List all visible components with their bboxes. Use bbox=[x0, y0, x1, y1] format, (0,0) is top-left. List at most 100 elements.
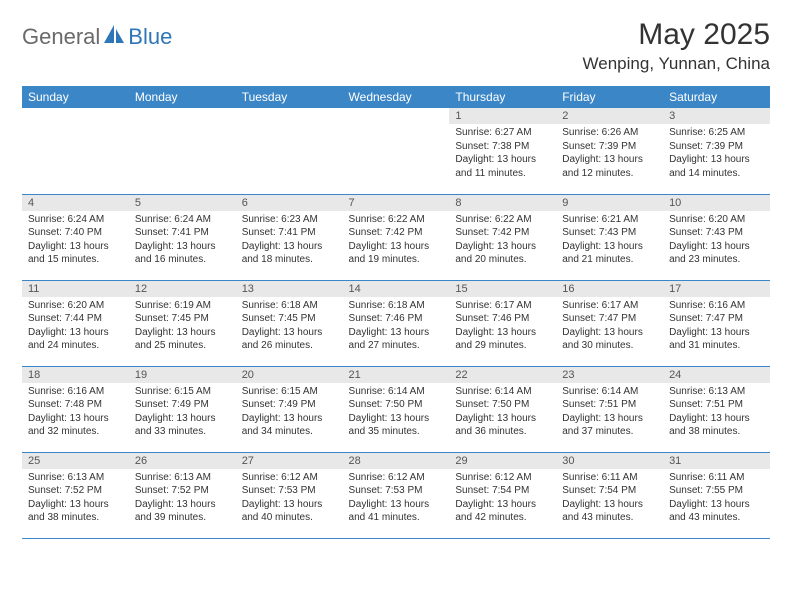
day-number: 27 bbox=[236, 453, 343, 469]
sunrise-line: Sunrise: 6:19 AM bbox=[135, 300, 211, 311]
calendar-row: 1Sunrise: 6:27 AMSunset: 7:38 PMDaylight… bbox=[22, 108, 770, 194]
calendar-cell: 23Sunrise: 6:14 AMSunset: 7:51 PMDayligh… bbox=[556, 366, 663, 452]
sunset-line: Sunset: 7:51 PM bbox=[562, 399, 636, 410]
sunrise-line: Sunrise: 6:20 AM bbox=[669, 214, 745, 225]
logo-text-general: General bbox=[22, 24, 100, 50]
day-details: Sunrise: 6:17 AMSunset: 7:47 PMDaylight:… bbox=[556, 297, 663, 355]
sunrise-line: Sunrise: 6:12 AM bbox=[455, 472, 531, 483]
daylight-line: Daylight: 13 hours and 24 minutes. bbox=[28, 327, 109, 352]
sunrise-line: Sunrise: 6:27 AM bbox=[455, 127, 531, 138]
calendar-cell: 25Sunrise: 6:13 AMSunset: 7:52 PMDayligh… bbox=[22, 452, 129, 538]
day-details: Sunrise: 6:13 AMSunset: 7:51 PMDaylight:… bbox=[663, 383, 770, 441]
day-number: 30 bbox=[556, 453, 663, 469]
day-number-empty bbox=[22, 108, 129, 124]
sunset-line: Sunset: 7:53 PM bbox=[242, 485, 316, 496]
day-number: 11 bbox=[22, 281, 129, 297]
day-number: 3 bbox=[663, 108, 770, 124]
calendar-row: 4Sunrise: 6:24 AMSunset: 7:40 PMDaylight… bbox=[22, 194, 770, 280]
day-number: 4 bbox=[22, 195, 129, 211]
calendar-cell: 3Sunrise: 6:25 AMSunset: 7:39 PMDaylight… bbox=[663, 108, 770, 194]
weekday-header: Sunday bbox=[22, 86, 129, 108]
sunset-line: Sunset: 7:50 PM bbox=[349, 399, 423, 410]
calendar-table: SundayMondayTuesdayWednesdayThursdayFrid… bbox=[22, 86, 770, 539]
day-details: Sunrise: 6:13 AMSunset: 7:52 PMDaylight:… bbox=[129, 469, 236, 527]
calendar-cell: 24Sunrise: 6:13 AMSunset: 7:51 PMDayligh… bbox=[663, 366, 770, 452]
day-number: 29 bbox=[449, 453, 556, 469]
day-details: Sunrise: 6:20 AMSunset: 7:44 PMDaylight:… bbox=[22, 297, 129, 355]
day-number: 12 bbox=[129, 281, 236, 297]
header: General Blue May 2025 Wenping, Yunnan, C… bbox=[22, 18, 770, 74]
weekday-header: Friday bbox=[556, 86, 663, 108]
sunset-line: Sunset: 7:52 PM bbox=[28, 485, 102, 496]
sunrise-line: Sunrise: 6:26 AM bbox=[562, 127, 638, 138]
day-details: Sunrise: 6:18 AMSunset: 7:45 PMDaylight:… bbox=[236, 297, 343, 355]
day-number: 7 bbox=[343, 195, 450, 211]
calendar-cell: 21Sunrise: 6:14 AMSunset: 7:50 PMDayligh… bbox=[343, 366, 450, 452]
weekday-header-row: SundayMondayTuesdayWednesdayThursdayFrid… bbox=[22, 86, 770, 108]
daylight-line: Daylight: 13 hours and 38 minutes. bbox=[28, 499, 109, 524]
sunset-line: Sunset: 7:49 PM bbox=[242, 399, 316, 410]
daylight-line: Daylight: 13 hours and 42 minutes. bbox=[455, 499, 536, 524]
sunset-line: Sunset: 7:48 PM bbox=[28, 399, 102, 410]
sunset-line: Sunset: 7:42 PM bbox=[349, 227, 423, 238]
day-number: 17 bbox=[663, 281, 770, 297]
sunrise-line: Sunrise: 6:23 AM bbox=[242, 214, 318, 225]
sunset-line: Sunset: 7:49 PM bbox=[135, 399, 209, 410]
day-details: Sunrise: 6:12 AMSunset: 7:53 PMDaylight:… bbox=[343, 469, 450, 527]
sunset-line: Sunset: 7:53 PM bbox=[349, 485, 423, 496]
logo: General Blue bbox=[22, 18, 172, 50]
day-details: Sunrise: 6:22 AMSunset: 7:42 PMDaylight:… bbox=[449, 211, 556, 269]
calendar-cell: 18Sunrise: 6:16 AMSunset: 7:48 PMDayligh… bbox=[22, 366, 129, 452]
calendar-cell: 19Sunrise: 6:15 AMSunset: 7:49 PMDayligh… bbox=[129, 366, 236, 452]
sunset-line: Sunset: 7:40 PM bbox=[28, 227, 102, 238]
sunset-line: Sunset: 7:44 PM bbox=[28, 313, 102, 324]
sunrise-line: Sunrise: 6:18 AM bbox=[349, 300, 425, 311]
calendar-cell: 6Sunrise: 6:23 AMSunset: 7:41 PMDaylight… bbox=[236, 194, 343, 280]
calendar-cell bbox=[236, 108, 343, 194]
calendar-cell: 12Sunrise: 6:19 AMSunset: 7:45 PMDayligh… bbox=[129, 280, 236, 366]
sunrise-line: Sunrise: 6:18 AM bbox=[242, 300, 318, 311]
sunrise-line: Sunrise: 6:13 AM bbox=[135, 472, 211, 483]
calendar-cell: 5Sunrise: 6:24 AMSunset: 7:41 PMDaylight… bbox=[129, 194, 236, 280]
month-title: May 2025 bbox=[583, 18, 770, 52]
calendar-body: 1Sunrise: 6:27 AMSunset: 7:38 PMDaylight… bbox=[22, 108, 770, 538]
sunrise-line: Sunrise: 6:16 AM bbox=[28, 386, 104, 397]
weekday-header: Monday bbox=[129, 86, 236, 108]
sunrise-line: Sunrise: 6:21 AM bbox=[562, 214, 638, 225]
weekday-header: Wednesday bbox=[343, 86, 450, 108]
day-details: Sunrise: 6:17 AMSunset: 7:46 PMDaylight:… bbox=[449, 297, 556, 355]
day-number: 18 bbox=[22, 367, 129, 383]
sunset-line: Sunset: 7:45 PM bbox=[242, 313, 316, 324]
sunrise-line: Sunrise: 6:14 AM bbox=[349, 386, 425, 397]
calendar-row: 11Sunrise: 6:20 AMSunset: 7:44 PMDayligh… bbox=[22, 280, 770, 366]
daylight-line: Daylight: 13 hours and 43 minutes. bbox=[562, 499, 643, 524]
sunrise-line: Sunrise: 6:13 AM bbox=[669, 386, 745, 397]
sunset-line: Sunset: 7:52 PM bbox=[135, 485, 209, 496]
calendar-cell: 2Sunrise: 6:26 AMSunset: 7:39 PMDaylight… bbox=[556, 108, 663, 194]
daylight-line: Daylight: 13 hours and 21 minutes. bbox=[562, 241, 643, 266]
calendar-cell: 17Sunrise: 6:16 AMSunset: 7:47 PMDayligh… bbox=[663, 280, 770, 366]
day-details: Sunrise: 6:20 AMSunset: 7:43 PMDaylight:… bbox=[663, 211, 770, 269]
sunrise-line: Sunrise: 6:17 AM bbox=[455, 300, 531, 311]
day-number: 23 bbox=[556, 367, 663, 383]
day-number-empty bbox=[343, 108, 450, 124]
day-number: 9 bbox=[556, 195, 663, 211]
calendar-cell: 14Sunrise: 6:18 AMSunset: 7:46 PMDayligh… bbox=[343, 280, 450, 366]
sunset-line: Sunset: 7:41 PM bbox=[135, 227, 209, 238]
day-details: Sunrise: 6:23 AMSunset: 7:41 PMDaylight:… bbox=[236, 211, 343, 269]
day-number: 15 bbox=[449, 281, 556, 297]
day-details: Sunrise: 6:25 AMSunset: 7:39 PMDaylight:… bbox=[663, 124, 770, 182]
day-details: Sunrise: 6:12 AMSunset: 7:54 PMDaylight:… bbox=[449, 469, 556, 527]
daylight-line: Daylight: 13 hours and 33 minutes. bbox=[135, 413, 216, 438]
sunset-line: Sunset: 7:47 PM bbox=[562, 313, 636, 324]
daylight-line: Daylight: 13 hours and 31 minutes. bbox=[669, 327, 750, 352]
weekday-header: Saturday bbox=[663, 86, 770, 108]
day-details: Sunrise: 6:15 AMSunset: 7:49 PMDaylight:… bbox=[236, 383, 343, 441]
title-block: May 2025 Wenping, Yunnan, China bbox=[583, 18, 770, 74]
day-number: 26 bbox=[129, 453, 236, 469]
day-number: 2 bbox=[556, 108, 663, 124]
day-number: 31 bbox=[663, 453, 770, 469]
day-details: Sunrise: 6:19 AMSunset: 7:45 PMDaylight:… bbox=[129, 297, 236, 355]
calendar-cell: 16Sunrise: 6:17 AMSunset: 7:47 PMDayligh… bbox=[556, 280, 663, 366]
sunset-line: Sunset: 7:38 PM bbox=[455, 141, 529, 152]
